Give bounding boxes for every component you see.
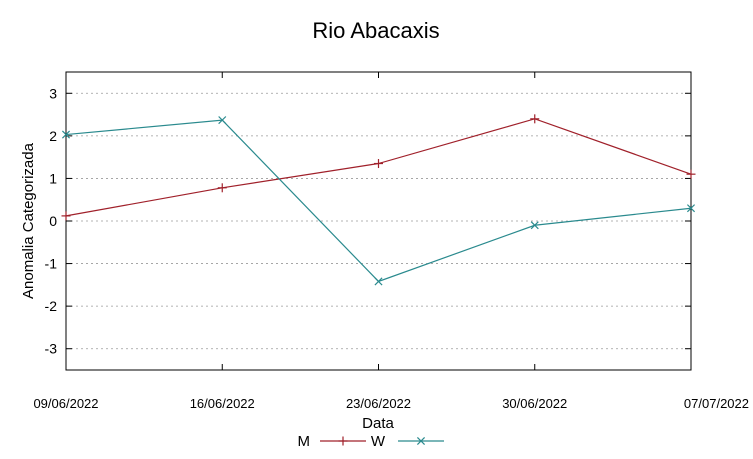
x-tick-label: 30/06/2022 <box>502 396 567 411</box>
x-tick-label: 09/06/2022 <box>33 396 98 411</box>
data-point-marker <box>61 130 71 139</box>
x-tick-label: 23/06/2022 <box>346 396 411 411</box>
y-axis-ticks: -3 -2 -1 0 1 2 3 <box>45 85 691 357</box>
grid-lines <box>66 92 691 350</box>
x-axis-ticks: 09/06/2022 16/06/2022 23/06/2022 30/06/2022… <box>33 72 749 411</box>
legend-item-m: M <box>298 433 366 450</box>
series-m <box>61 114 696 221</box>
chart-title: Rio Abacaxis <box>312 18 439 43</box>
y-tick-label: -3 <box>45 341 58 357</box>
x-axis-label: Data <box>362 415 394 432</box>
x-tick-label: 16/06/2022 <box>190 396 255 411</box>
y-tick-label: 1 <box>49 170 57 186</box>
series-line <box>65 119 692 283</box>
data-point-marker <box>416 436 426 446</box>
legend-item-w: W <box>371 433 444 450</box>
y-tick-label: 2 <box>49 128 57 144</box>
data-point-marker <box>686 204 696 213</box>
data-point-marker <box>530 221 539 230</box>
data-point-marker <box>218 116 227 125</box>
y-tick-label: -1 <box>45 256 58 272</box>
y-axis-label: Anomalia Categorizada <box>20 142 37 299</box>
legend-label: M <box>298 433 311 450</box>
data-point-marker <box>374 277 383 286</box>
y-tick-label: 3 <box>49 85 57 101</box>
series-w <box>61 116 696 286</box>
x-tick-label: 07/07/2022 <box>684 396 749 411</box>
y-tick-label: 0 <box>49 213 57 229</box>
legend-label: W <box>371 433 386 450</box>
y-tick-label: -2 <box>45 298 58 314</box>
series-lines <box>61 114 696 286</box>
